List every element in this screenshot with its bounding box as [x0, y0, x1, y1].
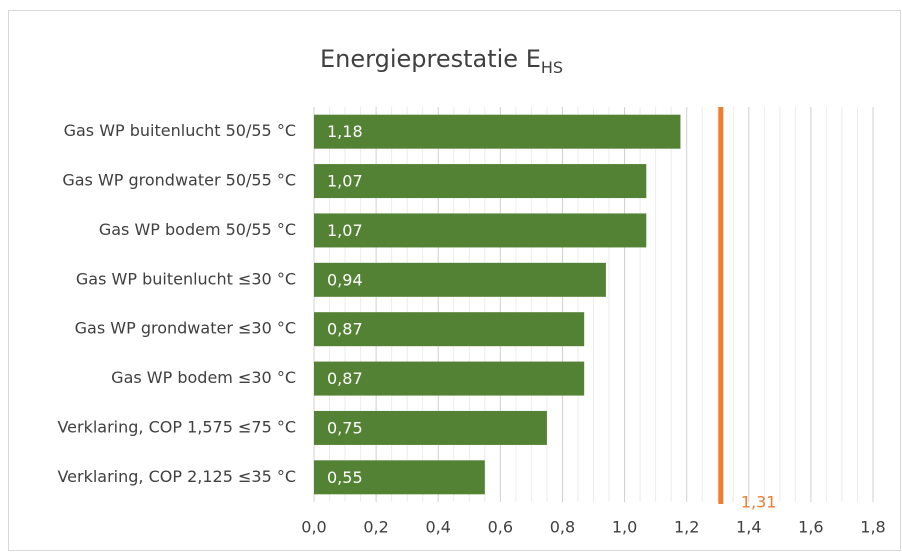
y-tick-label: Gas WP bodem ≤30 °C: [111, 368, 296, 387]
x-tick-label: 0,6: [488, 518, 513, 537]
x-tick-label: 0,2: [363, 518, 388, 537]
x-tick-label: 0,0: [301, 518, 326, 537]
value-label: 0,87: [327, 369, 363, 388]
x-tick-label: 0,4: [425, 518, 450, 537]
y-tick-label: Verklaring, COP 1,575 ≤75 °C: [57, 417, 296, 436]
title-subscript: HS: [541, 58, 563, 77]
x-tick-label: 1,2: [674, 518, 699, 537]
bar: [314, 164, 647, 199]
value-label: 0,94: [327, 270, 363, 289]
x-tick-label: 1,8: [860, 518, 885, 537]
title-main: Energieprestatie E: [320, 45, 541, 73]
value-label: 0,87: [327, 320, 363, 339]
y-tick-label: Verklaring, COP 2,125 ≤35 °C: [57, 467, 296, 486]
x-tick-label: 1,4: [736, 518, 761, 537]
bar: [314, 213, 647, 248]
bar: [314, 460, 485, 495]
y-tick-label: Gas WP grondwater 50/55 °C: [62, 171, 296, 190]
x-tick-label: 1,6: [798, 518, 823, 537]
x-tick-label: 0,8: [550, 518, 575, 537]
y-tick-label: Gas WP bodem 50/55 °C: [99, 220, 296, 239]
value-label: 1,07: [327, 172, 363, 191]
reference-label: 1,31: [741, 493, 777, 512]
y-tick-label: Gas WP grondwater ≤30 °C: [75, 319, 296, 338]
chart-title: Energieprestatie EHS: [320, 45, 563, 77]
value-label: 1,07: [327, 221, 363, 240]
y-tick-label: Gas WP buitenlucht 50/55 °C: [64, 121, 296, 140]
value-label: 0,75: [327, 418, 363, 437]
value-label: 1,18: [327, 122, 363, 141]
y-tick-label: Gas WP buitenlucht ≤30 °C: [76, 269, 296, 288]
bar: [314, 312, 585, 347]
bar: [314, 410, 547, 445]
bar: [314, 114, 681, 149]
x-tick-label: 1,0: [612, 518, 637, 537]
value-label: 0,55: [327, 468, 363, 487]
bar: [314, 361, 585, 396]
bar: [314, 262, 606, 297]
